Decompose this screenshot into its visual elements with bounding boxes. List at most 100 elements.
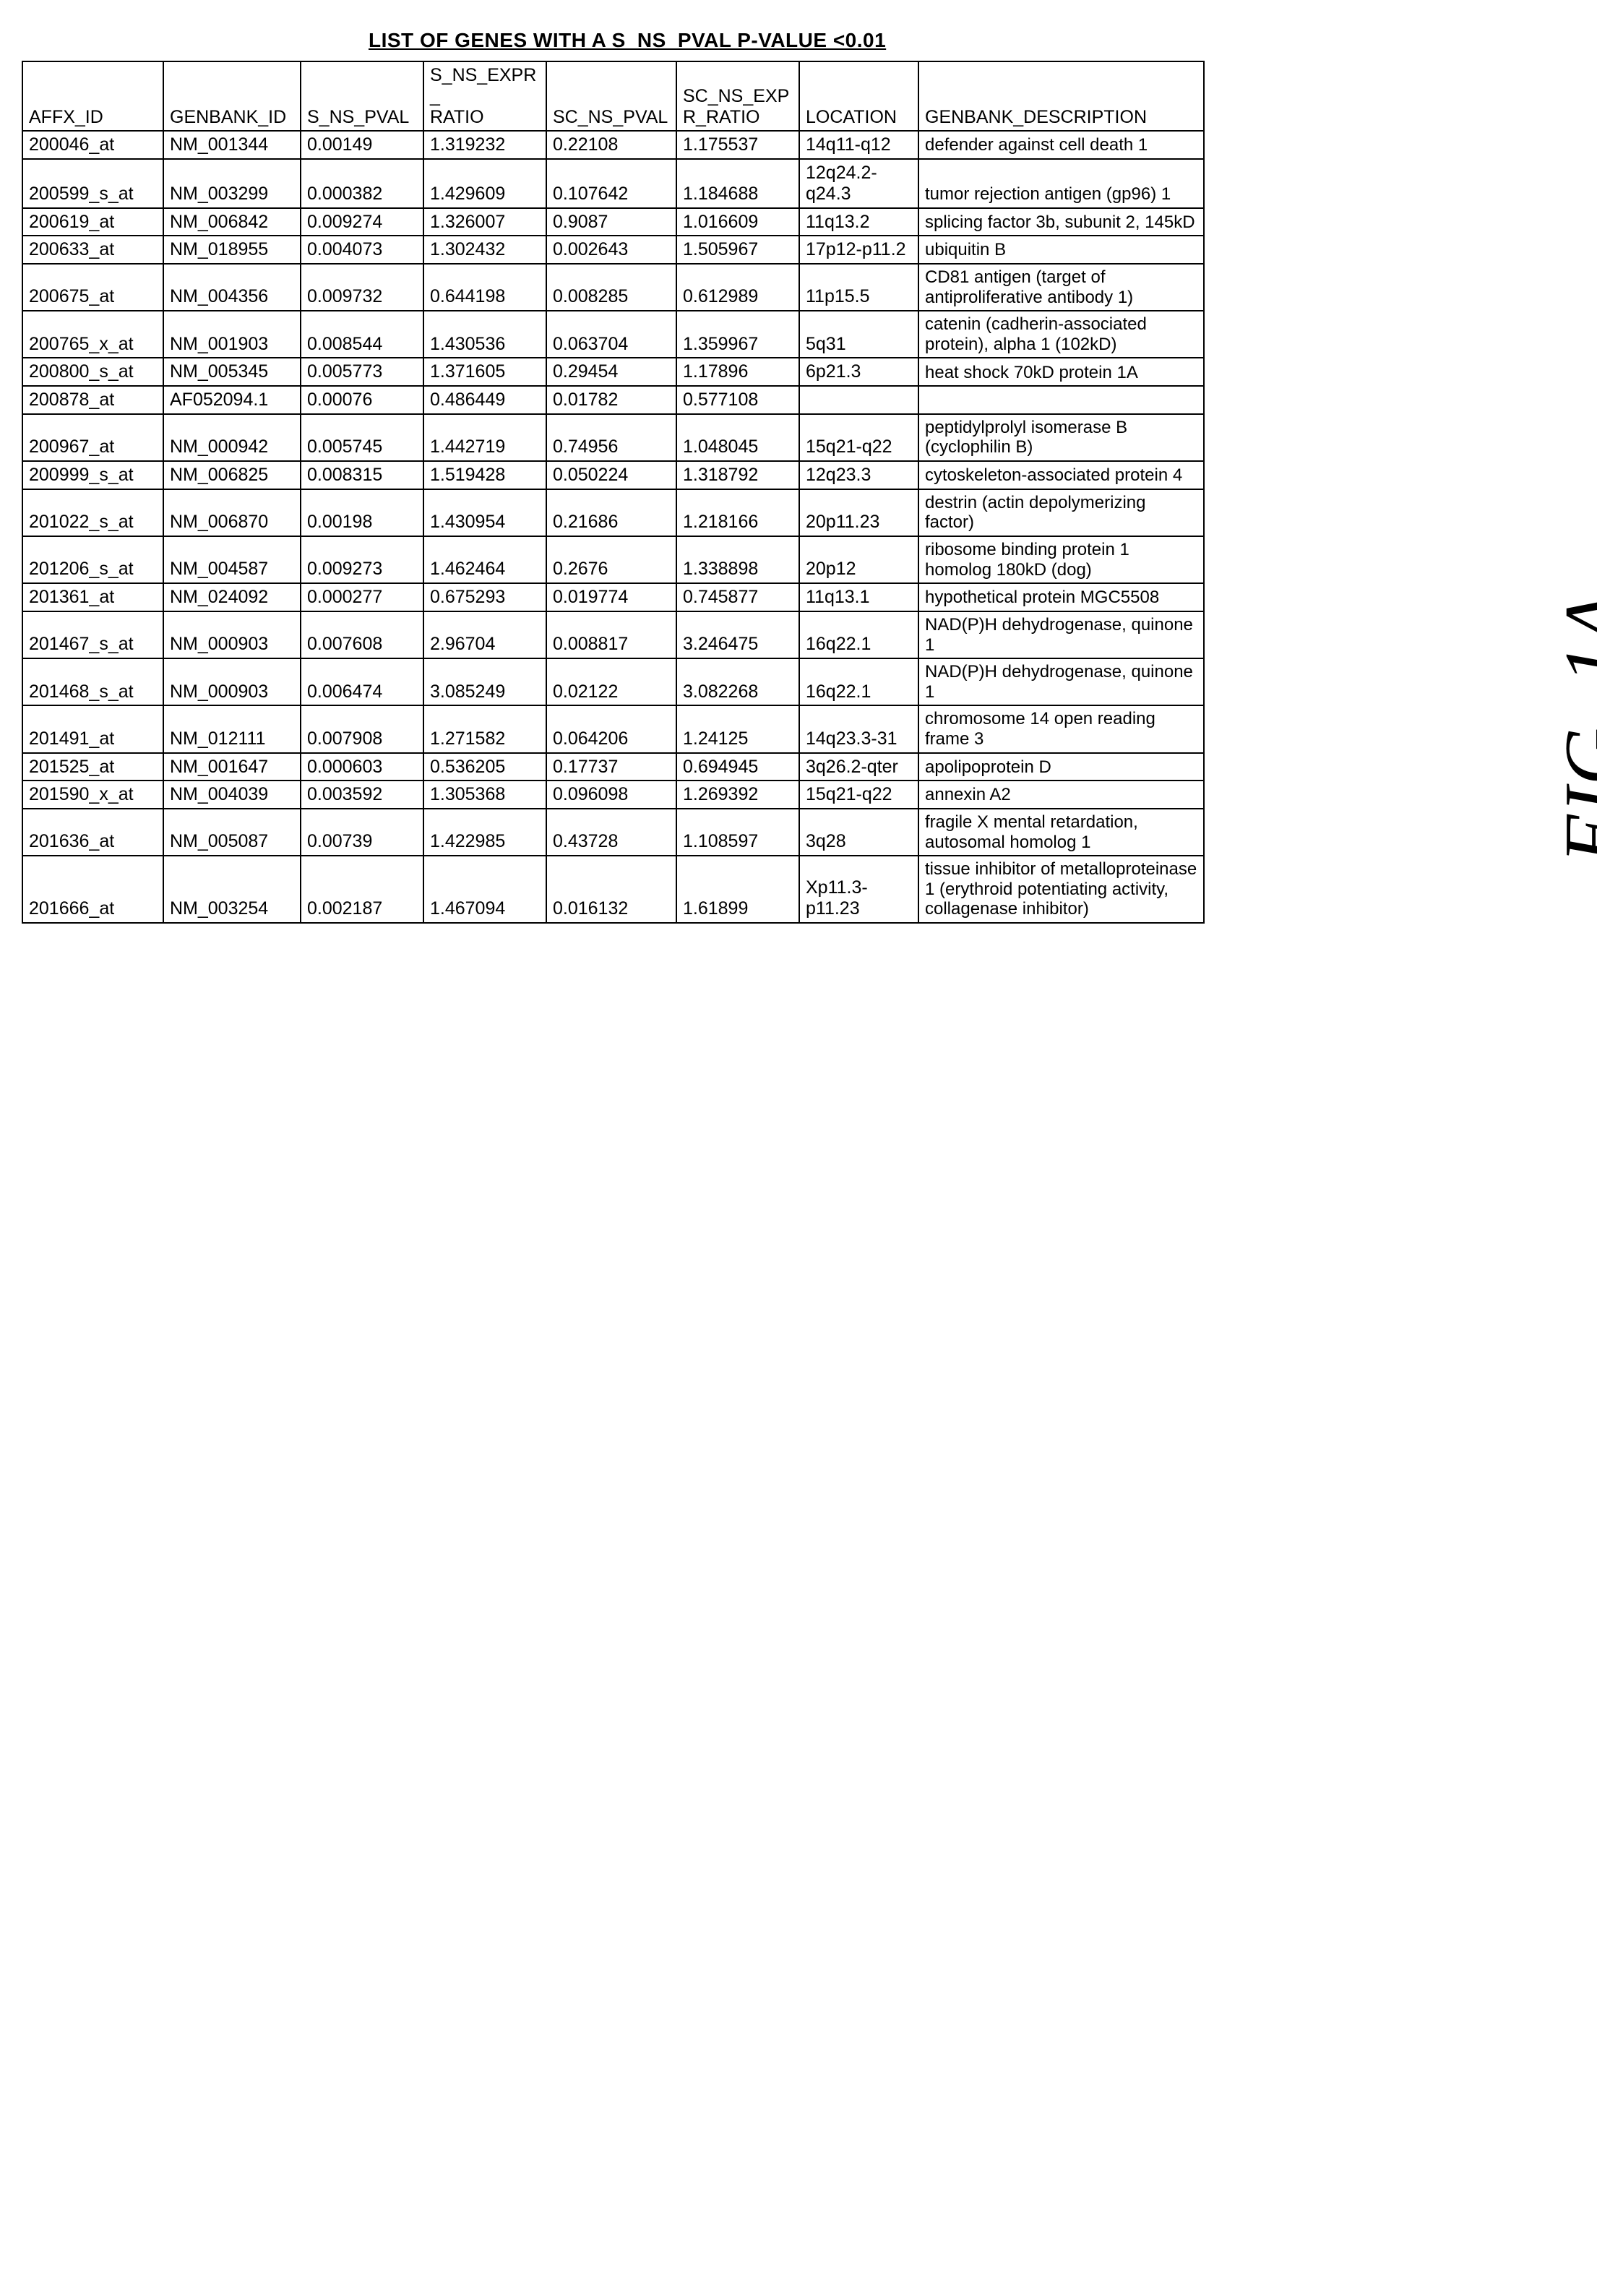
cell-genbank_id: NM_001903 (163, 311, 301, 358)
cell-genbank_id: NM_001647 (163, 753, 301, 781)
table-row: 201022_s_atNM_0068700.001981.4309540.216… (22, 489, 1204, 536)
cell-s_ns_expr: 1.519428 (423, 461, 546, 489)
cell-description: annexin A2 (918, 781, 1204, 809)
cell-s_ns_pval: 0.005773 (301, 358, 423, 386)
cell-affx_id: 201666_at (22, 856, 163, 923)
cell-genbank_id: NM_003254 (163, 856, 301, 923)
cell-genbank_id: NM_018955 (163, 236, 301, 264)
table-row: 200765_x_atNM_0019030.0085441.4305360.06… (22, 311, 1204, 358)
cell-description: hypothetical protein MGC5508 (918, 583, 1204, 611)
cell-genbank_id: NM_003299 (163, 159, 301, 208)
cell-location: 20p12 (799, 536, 918, 583)
cell-sc_ns_expr: 1.184688 (676, 159, 799, 208)
cell-s_ns_expr: 0.644198 (423, 264, 546, 311)
cell-sc_ns_expr: 0.694945 (676, 753, 799, 781)
cell-sc_ns_pval: 0.063704 (546, 311, 676, 358)
cell-affx_id: 201525_at (22, 753, 163, 781)
cell-location: 17p12-p11.2 (799, 236, 918, 264)
cell-sc_ns_expr: 1.505967 (676, 236, 799, 264)
cell-sc_ns_expr: 1.175537 (676, 131, 799, 159)
cell-sc_ns_pval: 0.008817 (546, 611, 676, 658)
table-row: 200599_s_atNM_0032990.0003821.4296090.10… (22, 159, 1204, 208)
cell-affx_id: 200800_s_at (22, 358, 163, 386)
cell-genbank_id: NM_004356 (163, 264, 301, 311)
cell-s_ns_pval: 0.003592 (301, 781, 423, 809)
cell-sc_ns_expr: 3.246475 (676, 611, 799, 658)
cell-affx_id: 201491_at (22, 705, 163, 752)
cell-s_ns_expr: 1.326007 (423, 208, 546, 236)
cell-genbank_id: NM_004039 (163, 781, 301, 809)
cell-s_ns_expr: 1.430536 (423, 311, 546, 358)
table-row: 200675_atNM_0043560.0097320.6441980.0082… (22, 264, 1204, 311)
cell-affx_id: 201206_s_at (22, 536, 163, 583)
cell-location: 14q23.3-31 (799, 705, 918, 752)
genes-table: AFFX_IDGENBANK_IDS_NS_PVALS_NS_EXPR_RATI… (22, 61, 1205, 924)
cell-s_ns_expr: 1.422985 (423, 809, 546, 856)
cell-sc_ns_expr: 1.016609 (676, 208, 799, 236)
cell-location: 12q24.2-q24.3 (799, 159, 918, 208)
cell-genbank_id: NM_000903 (163, 611, 301, 658)
cell-genbank_id: NM_024092 (163, 583, 301, 611)
cell-location (799, 386, 918, 414)
cell-s_ns_expr: 1.371605 (423, 358, 546, 386)
table-row: 200619_atNM_0068420.0092741.3260070.9087… (22, 208, 1204, 236)
col-header-s_ns_pval: S_NS_PVAL (301, 61, 423, 131)
cell-genbank_id: NM_000903 (163, 658, 301, 705)
cell-description: chromosome 14 open reading frame 3 (918, 705, 1204, 752)
cell-description: defender against cell death 1 (918, 131, 1204, 159)
cell-affx_id: 201467_s_at (22, 611, 163, 658)
cell-genbank_id: NM_001344 (163, 131, 301, 159)
cell-sc_ns_expr: 1.61899 (676, 856, 799, 923)
cell-description: NAD(P)H dehydrogenase, quinone 1 (918, 658, 1204, 705)
cell-sc_ns_pval: 0.008285 (546, 264, 676, 311)
cell-affx_id: 200765_x_at (22, 311, 163, 358)
cell-affx_id: 201022_s_at (22, 489, 163, 536)
cell-affx_id: 200967_at (22, 414, 163, 461)
cell-s_ns_pval: 0.002187 (301, 856, 423, 923)
cell-s_ns_pval: 0.00739 (301, 809, 423, 856)
cell-location: 6p21.3 (799, 358, 918, 386)
cell-affx_id: 201468_s_at (22, 658, 163, 705)
cell-s_ns_expr: 1.467094 (423, 856, 546, 923)
cell-sc_ns_expr: 1.218166 (676, 489, 799, 536)
cell-location: 11q13.2 (799, 208, 918, 236)
cell-genbank_id: AF052094.1 (163, 386, 301, 414)
cell-sc_ns_pval: 0.17737 (546, 753, 676, 781)
cell-sc_ns_pval: 0.21686 (546, 489, 676, 536)
cell-sc_ns_pval: 0.002643 (546, 236, 676, 264)
cell-genbank_id: NM_006842 (163, 208, 301, 236)
cell-sc_ns_pval: 0.107642 (546, 159, 676, 208)
cell-description: ribosome binding protein 1 homolog 180kD… (918, 536, 1204, 583)
cell-description: tumor rejection antigen (gp96) 1 (918, 159, 1204, 208)
table-row: 201206_s_atNM_0045870.0092731.4624640.26… (22, 536, 1204, 583)
cell-location: 20p11.23 (799, 489, 918, 536)
cell-sc_ns_expr: 0.577108 (676, 386, 799, 414)
cell-sc_ns_pval: 0.43728 (546, 809, 676, 856)
cell-description: splicing factor 3b, subunit 2, 145kD (918, 208, 1204, 236)
cell-s_ns_expr: 0.486449 (423, 386, 546, 414)
cell-sc_ns_pval: 0.22108 (546, 131, 676, 159)
cell-affx_id: 201361_at (22, 583, 163, 611)
cell-description: destrin (actin depolymerizing factor) (918, 489, 1204, 536)
cell-s_ns_expr: 1.305368 (423, 781, 546, 809)
cell-s_ns_pval: 0.008544 (301, 311, 423, 358)
cell-location: 16q22.1 (799, 658, 918, 705)
cell-s_ns_pval: 0.009732 (301, 264, 423, 311)
cell-location: 11q13.1 (799, 583, 918, 611)
cell-genbank_id: NM_006870 (163, 489, 301, 536)
cell-s_ns_expr: 1.430954 (423, 489, 546, 536)
cell-s_ns_expr: 0.536205 (423, 753, 546, 781)
cell-s_ns_pval: 0.007608 (301, 611, 423, 658)
cell-affx_id: 200599_s_at (22, 159, 163, 208)
cell-sc_ns_expr: 1.24125 (676, 705, 799, 752)
cell-s_ns_pval: 0.006474 (301, 658, 423, 705)
cell-s_ns_expr: 1.302432 (423, 236, 546, 264)
cell-location: Xp11.3-p11.23 (799, 856, 918, 923)
cell-s_ns_pval: 0.00198 (301, 489, 423, 536)
cell-description: cytoskeleton-associated protein 4 (918, 461, 1204, 489)
cell-s_ns_pval: 0.008315 (301, 461, 423, 489)
cell-s_ns_pval: 0.00076 (301, 386, 423, 414)
cell-description: apolipoprotein D (918, 753, 1204, 781)
cell-description: fragile X mental retardation, autosomal … (918, 809, 1204, 856)
table-row: 201361_atNM_0240920.0002770.6752930.0197… (22, 583, 1204, 611)
